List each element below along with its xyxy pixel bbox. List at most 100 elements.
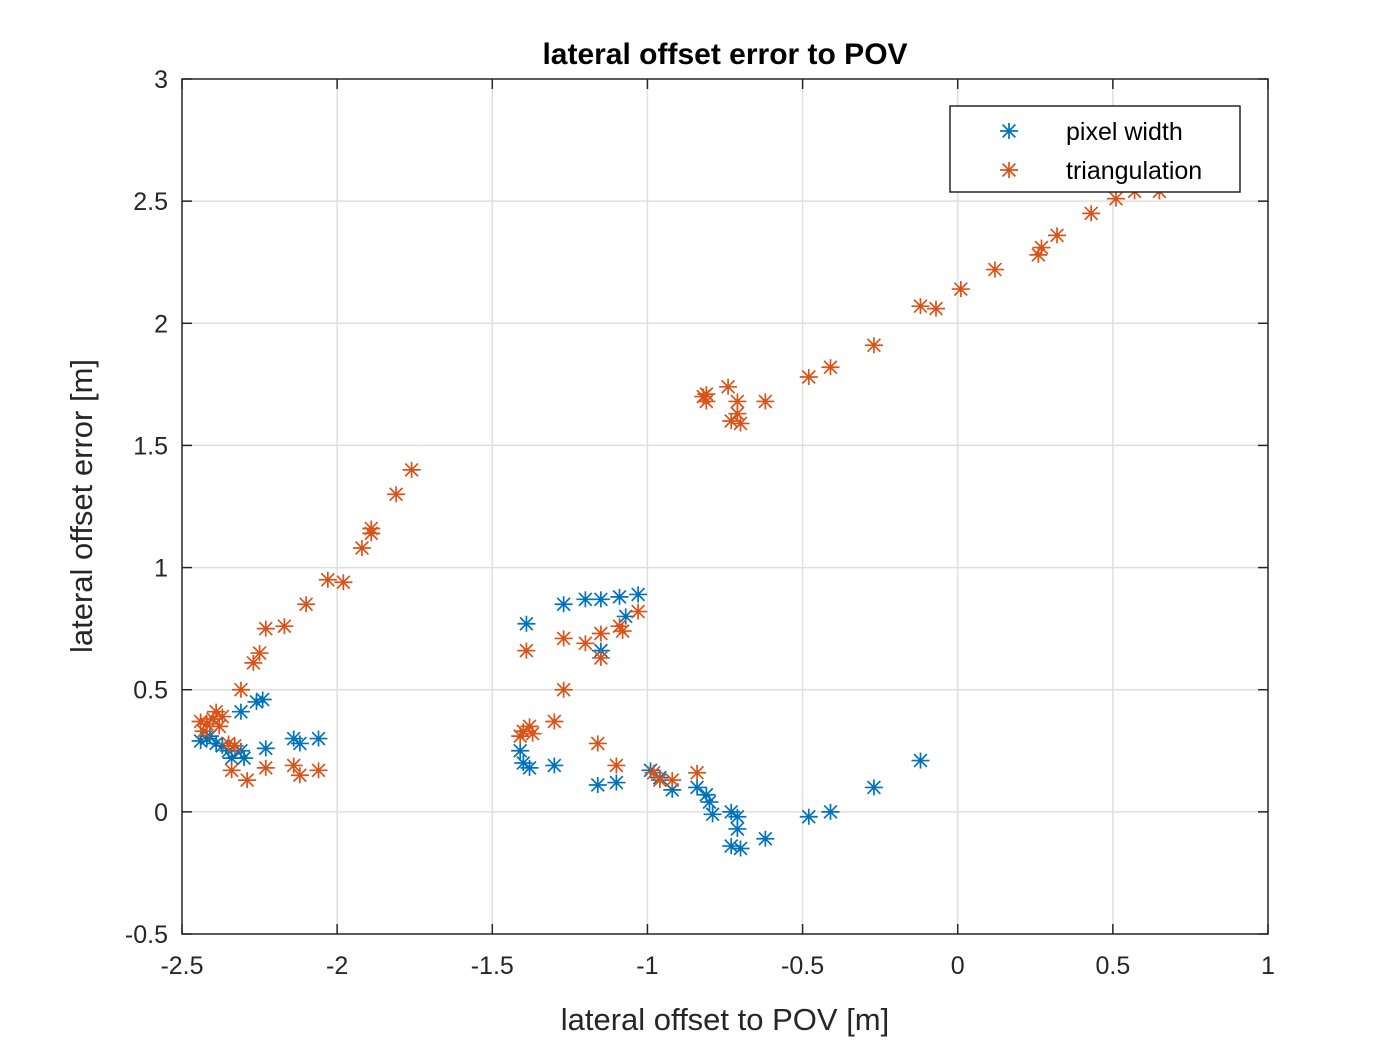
data-point — [256, 759, 275, 776]
data-point — [238, 772, 257, 789]
data-point — [728, 808, 747, 825]
data-point — [1082, 205, 1101, 222]
data-point — [576, 635, 595, 652]
data-point — [334, 574, 353, 591]
x-axis-label: lateral offset to POV [m] — [561, 1002, 890, 1037]
x-tick-label: -0.5 — [781, 952, 824, 980]
data-point — [290, 735, 309, 752]
data-point — [719, 378, 738, 395]
data-point — [523, 725, 542, 742]
x-tick-label: -2 — [326, 952, 348, 980]
legend-label: triangulation — [1066, 157, 1202, 185]
data-point — [703, 806, 722, 823]
data-point — [387, 486, 406, 503]
data-point — [697, 786, 716, 803]
data-point — [250, 645, 269, 662]
data-point — [985, 261, 1004, 278]
data-point — [663, 772, 682, 789]
data-point — [688, 779, 707, 796]
data-point — [607, 757, 626, 774]
data-point — [799, 369, 818, 386]
data-point — [244, 654, 263, 671]
data-point — [256, 740, 275, 757]
y-tick-label: 3 — [154, 66, 168, 94]
data-point — [309, 762, 328, 779]
data-point — [700, 794, 719, 811]
data-point — [511, 742, 530, 759]
data-point — [756, 393, 775, 410]
data-point — [591, 649, 610, 666]
data-point — [520, 718, 539, 735]
data-point — [402, 461, 421, 478]
data-point — [235, 750, 254, 767]
data-point — [194, 723, 213, 740]
legend-label: pixel width — [1066, 118, 1183, 146]
data-point — [588, 776, 607, 793]
legend-marker — [1000, 123, 1018, 139]
x-tick-label: 1 — [1261, 952, 1275, 980]
data-point — [756, 830, 775, 847]
y-tick-label: 2 — [154, 310, 168, 338]
data-point — [864, 337, 883, 354]
data-point — [799, 808, 818, 825]
data-point — [225, 737, 244, 754]
y-tick-label: -0.5 — [125, 921, 168, 949]
y-tick-label: 2.5 — [133, 188, 168, 216]
data-point — [1048, 227, 1067, 244]
data-point — [554, 681, 573, 698]
data-point — [731, 415, 750, 432]
data-point — [545, 757, 564, 774]
y-tick-label: 1.5 — [133, 432, 168, 460]
data-point — [222, 762, 241, 779]
data-point — [629, 603, 648, 620]
data-point — [607, 774, 626, 791]
data-point — [951, 281, 970, 298]
data-point — [629, 586, 648, 603]
data-point — [911, 752, 930, 769]
y-tick-label: 0.5 — [133, 677, 168, 705]
y-tick-label: 0 — [154, 799, 168, 827]
data-point — [1106, 190, 1125, 207]
data-point — [926, 300, 945, 317]
data-point — [309, 730, 328, 747]
data-point — [728, 405, 747, 422]
plot-frame — [181, 78, 1269, 935]
data-point — [731, 840, 750, 857]
plot-area — [182, 79, 1268, 934]
axis-ticks: -2.5 -2 -1.5 -1 -0.5 0 0.5 1 -0.5 0 0.5 1 1.5 2 2.5 3 — [125, 66, 1275, 980]
data-point — [352, 540, 371, 557]
data-point — [864, 779, 883, 796]
y-tick-label: 1 — [154, 555, 168, 583]
x-tick-label: 0 — [951, 952, 965, 980]
data-point — [219, 735, 238, 752]
data-point — [1032, 239, 1051, 256]
legend-box — [949, 105, 1241, 193]
data-point — [554, 630, 573, 647]
data-point — [728, 820, 747, 837]
data-point — [588, 735, 607, 752]
data-point — [591, 625, 610, 642]
data-point — [591, 591, 610, 608]
data-points — [191, 183, 1169, 857]
legend: pixel width triangulation — [949, 105, 1241, 193]
data-point — [210, 718, 229, 735]
data-point — [231, 681, 250, 698]
data-point — [576, 591, 595, 608]
data-point — [545, 713, 564, 730]
x-tick-label: -1 — [636, 952, 658, 980]
x-tick-label: -2.5 — [160, 952, 203, 980]
data-point — [517, 615, 536, 632]
data-point — [318, 571, 337, 588]
data-point — [821, 803, 840, 820]
data-point — [297, 596, 316, 613]
data-point — [253, 691, 272, 708]
data-point — [520, 759, 539, 776]
y-axis-label: lateral offset error [m] — [64, 359, 99, 653]
x-tick-label: -1.5 — [471, 952, 514, 980]
data-point — [275, 618, 294, 635]
data-point — [290, 767, 309, 784]
data-point — [517, 642, 536, 659]
data-point — [362, 520, 381, 537]
x-tick-label: 0.5 — [1095, 952, 1130, 980]
